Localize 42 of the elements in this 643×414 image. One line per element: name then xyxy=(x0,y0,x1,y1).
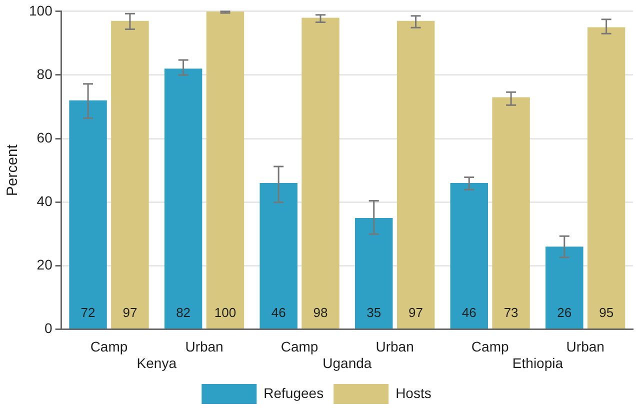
data-label: 46 xyxy=(462,304,476,320)
x-tick-label: Urban xyxy=(376,338,414,354)
data-label: 98 xyxy=(313,304,328,320)
bar xyxy=(354,218,393,328)
data-label: 35 xyxy=(366,304,382,320)
text: Kenya xyxy=(136,354,177,371)
y-tick-label: 60 xyxy=(36,129,53,146)
bar xyxy=(587,27,626,328)
data-label: 73 xyxy=(504,304,518,320)
bar xyxy=(260,183,298,328)
legend-label: Hosts xyxy=(396,384,432,401)
text: Uganda xyxy=(322,354,372,371)
data-label: 95 xyxy=(599,304,614,320)
bar xyxy=(69,100,107,328)
bar xyxy=(164,68,202,328)
data-label: 26 xyxy=(557,304,572,320)
data-label: 97 xyxy=(122,304,138,320)
y-tick-label: 80 xyxy=(36,66,53,82)
x-tick-label: Urban xyxy=(185,338,224,354)
y-tick-label: 100 xyxy=(29,2,53,18)
y-tick-label: 0 xyxy=(44,320,53,336)
bar xyxy=(206,11,244,328)
y-tick-label: 40 xyxy=(36,192,53,209)
data-label: 46 xyxy=(271,304,286,320)
data-label: 100 xyxy=(214,304,236,320)
bar xyxy=(396,20,435,328)
bar xyxy=(546,246,584,328)
x-tick-label: Urban xyxy=(566,338,604,354)
bar xyxy=(492,97,530,328)
legend-label: Refugees xyxy=(264,384,324,401)
x-tick-label: Camp xyxy=(280,338,318,354)
data-label: 82 xyxy=(176,304,191,320)
y-tick-label: 20 xyxy=(36,256,53,272)
bar xyxy=(302,18,340,328)
x-tick-label: Camp xyxy=(90,338,128,354)
bar xyxy=(450,183,488,328)
x-tick-label: Camp xyxy=(471,338,509,354)
bar xyxy=(111,20,149,328)
text: Ethiopia xyxy=(512,354,564,371)
data-label: 97 xyxy=(408,304,424,320)
data-label: 72 xyxy=(80,304,96,320)
y-axis-title: Percent xyxy=(4,144,22,196)
